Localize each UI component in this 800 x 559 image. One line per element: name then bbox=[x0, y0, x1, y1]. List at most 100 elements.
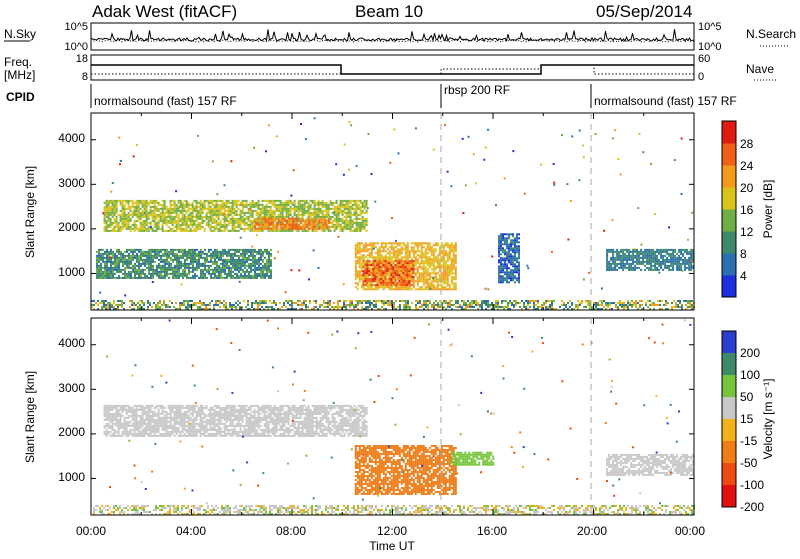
power-pixel bbox=[342, 222, 344, 224]
power-pixel bbox=[379, 250, 381, 252]
power-pixel bbox=[166, 208, 168, 210]
power-pixel bbox=[391, 260, 393, 262]
power-pixel bbox=[112, 208, 114, 210]
power-pixel bbox=[427, 242, 429, 244]
power-pixel bbox=[146, 216, 148, 218]
power-pixel bbox=[672, 259, 674, 261]
power-pixel bbox=[644, 249, 646, 251]
power-pixel bbox=[114, 273, 116, 275]
power-pixel bbox=[355, 270, 357, 272]
power-pixel bbox=[628, 257, 630, 259]
power-pixel bbox=[638, 253, 640, 255]
power-pixel bbox=[348, 214, 350, 216]
power-pixel bbox=[400, 266, 402, 268]
power-pixel bbox=[411, 288, 413, 290]
power-pixel bbox=[174, 200, 176, 202]
power-pixel bbox=[506, 259, 508, 261]
power-pixel bbox=[193, 304, 195, 306]
power-pixel bbox=[167, 304, 169, 306]
power-pixel bbox=[258, 253, 260, 255]
power-pixel bbox=[122, 202, 124, 204]
power-pixel bbox=[377, 250, 379, 252]
power-pixel bbox=[323, 302, 325, 304]
power-pixel bbox=[498, 269, 500, 271]
power-pixel bbox=[409, 250, 411, 252]
power-pixel bbox=[154, 269, 156, 271]
power-pixel bbox=[300, 220, 302, 222]
power-pixel bbox=[326, 216, 328, 218]
power-pixel bbox=[136, 257, 138, 259]
power-pixel bbox=[225, 302, 227, 304]
power-pixel bbox=[415, 252, 417, 254]
power-pixel bbox=[510, 261, 512, 263]
power-pixel bbox=[508, 255, 510, 257]
power-pixel bbox=[610, 269, 612, 271]
power-pixel bbox=[427, 264, 429, 266]
power-pixel bbox=[174, 230, 176, 232]
power-pixel bbox=[224, 277, 226, 279]
power-pixel bbox=[126, 267, 128, 269]
power-pixel bbox=[240, 212, 242, 214]
power-pixel bbox=[292, 224, 294, 226]
power-pixel bbox=[262, 224, 264, 226]
power-pixel bbox=[231, 304, 233, 306]
power-pixel bbox=[193, 302, 195, 304]
power-pixel bbox=[122, 222, 124, 224]
power-pixel bbox=[326, 226, 328, 228]
power-pixel bbox=[174, 220, 176, 222]
power-pixel bbox=[172, 230, 174, 232]
power-pixel bbox=[284, 220, 286, 222]
power-pixel bbox=[614, 257, 616, 259]
power-pixel bbox=[265, 302, 267, 304]
power-pixel bbox=[154, 251, 156, 253]
power-pixel bbox=[421, 278, 423, 280]
power-pixel bbox=[144, 265, 146, 267]
power-pixel bbox=[447, 268, 449, 270]
power-pixel bbox=[350, 228, 352, 230]
power-pixel bbox=[124, 257, 126, 259]
power-pixel bbox=[158, 271, 160, 273]
power-pixel bbox=[628, 255, 630, 257]
power-pixel bbox=[260, 249, 262, 251]
power-pixel bbox=[363, 288, 365, 290]
power-pixel bbox=[369, 266, 371, 268]
power-pixel bbox=[160, 218, 162, 220]
power-pixel bbox=[192, 216, 194, 218]
power-pixel bbox=[254, 249, 256, 251]
power-pixel bbox=[288, 230, 290, 232]
power-pixel bbox=[247, 300, 249, 302]
power-pixel bbox=[218, 273, 220, 275]
power-pixel bbox=[334, 202, 336, 204]
power-pixel bbox=[216, 261, 218, 263]
power-pixel bbox=[512, 269, 514, 271]
power-pixel bbox=[354, 214, 356, 216]
power-pixel bbox=[504, 273, 506, 275]
power-pixel bbox=[608, 263, 610, 265]
power-pixel bbox=[212, 214, 214, 216]
power-pixel bbox=[366, 284, 368, 286]
power-pixel bbox=[620, 251, 622, 253]
power-pixel bbox=[656, 261, 658, 263]
power-pixel bbox=[166, 255, 168, 257]
power-pixel bbox=[443, 252, 445, 254]
power-pixel bbox=[443, 260, 445, 262]
power-pixel bbox=[276, 216, 278, 218]
power-pixel bbox=[233, 306, 235, 308]
power-pixel bbox=[518, 281, 520, 283]
power-pixel bbox=[404, 284, 406, 286]
power-pixel bbox=[628, 265, 630, 267]
power-pixel bbox=[174, 249, 176, 251]
power-pixel bbox=[202, 208, 204, 210]
power-pixel bbox=[130, 255, 132, 257]
power-pixel bbox=[266, 249, 268, 251]
power-pixel bbox=[162, 226, 164, 228]
power-pixel bbox=[226, 267, 228, 269]
power-pixel bbox=[415, 274, 417, 276]
power-pixel bbox=[674, 263, 676, 265]
power-pixel bbox=[396, 272, 398, 274]
power-pixel bbox=[252, 269, 254, 271]
power-pixel bbox=[500, 235, 502, 237]
power-pixel bbox=[608, 249, 610, 251]
power-pixel bbox=[278, 214, 280, 216]
power-pixel bbox=[402, 260, 404, 262]
